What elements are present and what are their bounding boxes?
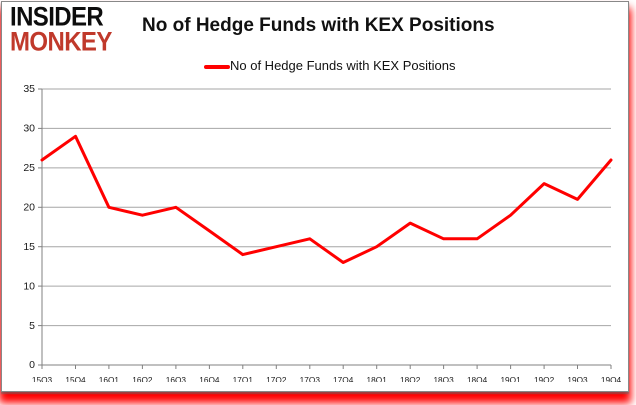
svg-text:17Q2: 17Q2 xyxy=(266,375,287,382)
svg-text:30: 30 xyxy=(23,123,35,135)
svg-text:18Q3: 18Q3 xyxy=(433,375,454,382)
svg-text:5: 5 xyxy=(29,320,35,332)
svg-text:16Q2: 16Q2 xyxy=(132,375,153,382)
svg-text:19Q2: 19Q2 xyxy=(534,375,555,382)
svg-text:18Q4: 18Q4 xyxy=(467,375,488,382)
svg-text:35: 35 xyxy=(23,83,35,95)
svg-text:0: 0 xyxy=(29,359,35,371)
svg-text:20: 20 xyxy=(23,202,35,214)
svg-text:19Q1: 19Q1 xyxy=(500,375,521,382)
svg-text:16Q3: 16Q3 xyxy=(166,375,187,382)
svg-text:19Q4: 19Q4 xyxy=(601,375,622,382)
svg-text:15: 15 xyxy=(23,241,35,253)
svg-text:16Q4: 16Q4 xyxy=(199,375,220,382)
svg-text:18Q2: 18Q2 xyxy=(400,375,421,382)
svg-text:17Q3: 17Q3 xyxy=(300,375,321,382)
svg-text:19Q3: 19Q3 xyxy=(567,375,588,382)
svg-text:15Q3: 15Q3 xyxy=(32,375,53,382)
svg-text:15Q4: 15Q4 xyxy=(65,375,86,382)
svg-text:16Q1: 16Q1 xyxy=(99,375,120,382)
svg-text:18Q1: 18Q1 xyxy=(367,375,388,382)
svg-text:17Q4: 17Q4 xyxy=(333,375,354,382)
svg-text:25: 25 xyxy=(23,162,35,174)
svg-text:17Q1: 17Q1 xyxy=(233,375,254,382)
svg-text:10: 10 xyxy=(23,280,35,292)
